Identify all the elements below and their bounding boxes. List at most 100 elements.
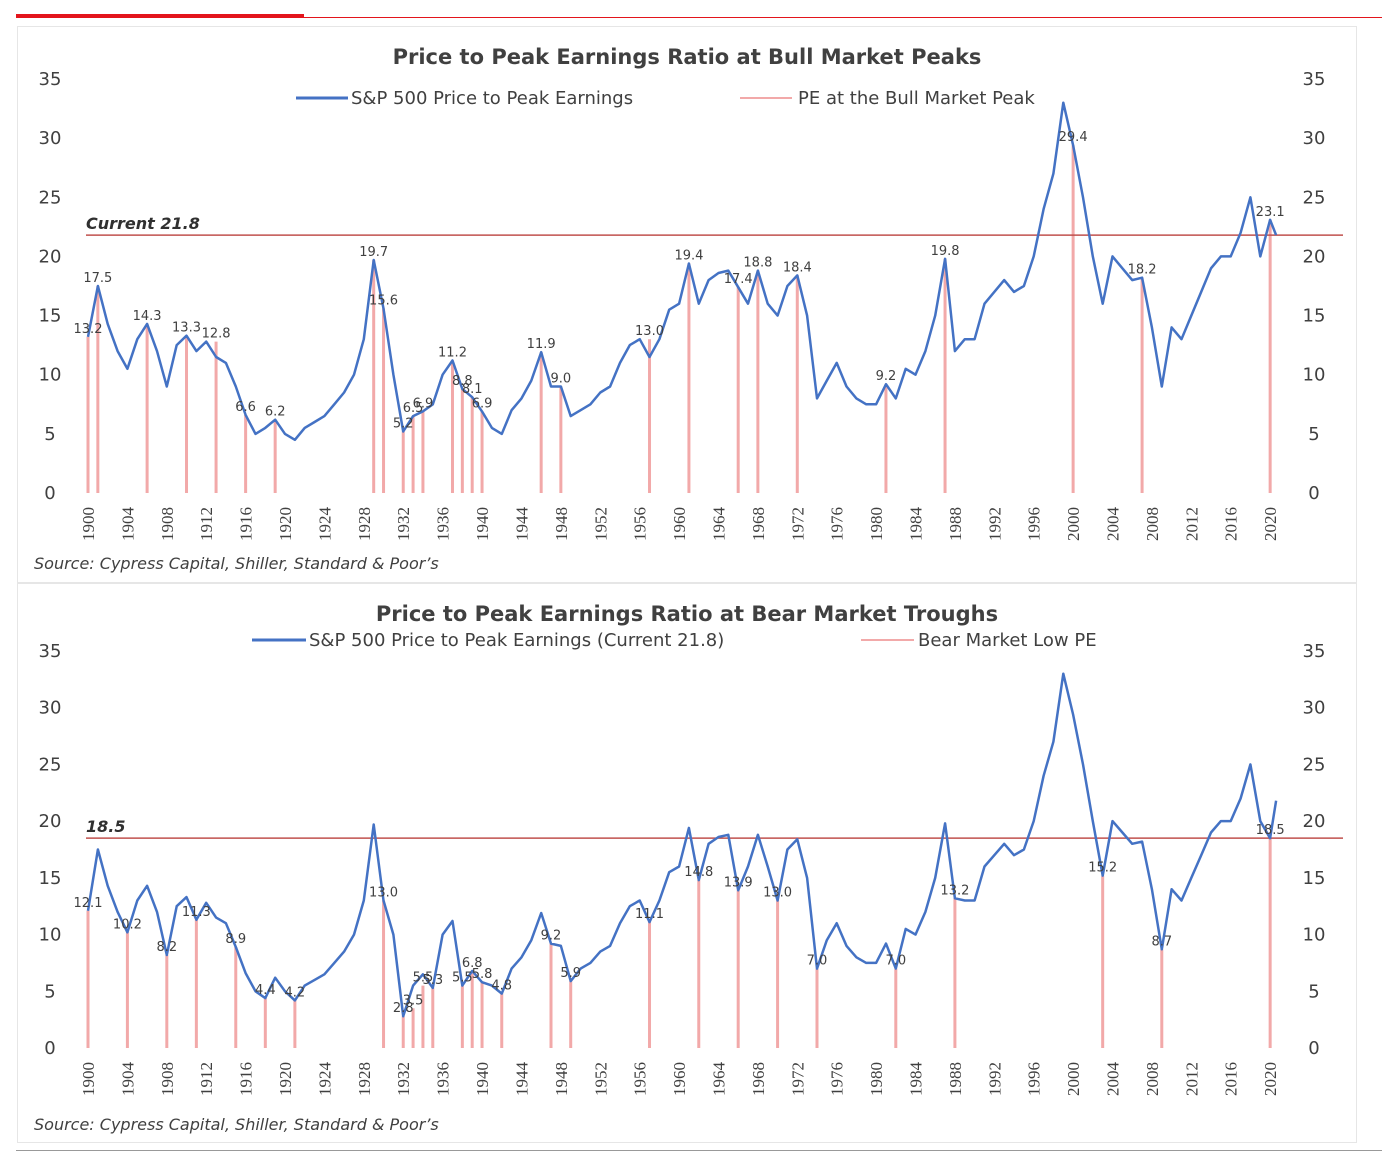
x-tick: 1972	[788, 1062, 807, 1096]
bar-data-label: 13.9	[724, 875, 753, 890]
bar-data-label: 3.5	[403, 993, 424, 1008]
y-tick-right: 15	[1303, 868, 1326, 889]
x-tick: 1936	[434, 507, 453, 541]
x-tick: 1916	[237, 507, 256, 541]
bar-data-label: 6.2	[265, 405, 286, 420]
x-tick: 2000	[1064, 507, 1083, 541]
x-tick: 1956	[631, 507, 650, 541]
chart-panel-bull-peaks: Price to Peak Earnings Ratio at Bull Mar…	[17, 26, 1357, 583]
y-tick-left: 35	[39, 69, 62, 90]
bar-data-label: 8.1	[462, 382, 483, 397]
x-tick: 2008	[1143, 1062, 1162, 1096]
y-tick-right: 15	[1303, 306, 1326, 327]
x-tick: 1932	[394, 1062, 413, 1096]
x-tick: 2016	[1222, 507, 1241, 541]
bar-data-label: 6.9	[472, 396, 493, 411]
x-tick: 1924	[315, 1062, 334, 1097]
y-tick-left: 5	[44, 424, 55, 445]
legend-bar-label: Bear Market Low PE	[918, 630, 1097, 651]
y-tick-left: 25	[39, 187, 62, 208]
x-tick: 1984	[907, 1062, 926, 1097]
x-tick: 2016	[1222, 1062, 1241, 1096]
bar-data-label: 6.9	[413, 396, 434, 411]
x-tick: 2012	[1182, 1062, 1201, 1096]
bar-data-label: 13.2	[74, 322, 103, 337]
x-tick: 1956	[631, 1062, 650, 1096]
bar-data-label: 29.4	[1059, 130, 1088, 145]
y-tick-left: 30	[39, 698, 62, 719]
bar-data-label: 14.3	[133, 309, 162, 324]
bar-data-label: 2.8	[393, 1001, 414, 1016]
y-tick-right: 35	[1303, 69, 1326, 90]
y-tick-left: 35	[39, 641, 62, 662]
x-tick: 1996	[1025, 1062, 1044, 1096]
y-tick-right: 30	[1303, 128, 1326, 149]
bar-data-label: 17.5	[83, 271, 112, 286]
footer-rule	[16, 1150, 1382, 1151]
x-tick: 1940	[473, 507, 492, 541]
x-tick: 1976	[828, 507, 847, 541]
bar-data-label: 18.5	[1256, 823, 1285, 838]
bar-data-label: 8.2	[156, 940, 177, 955]
x-tick: 1928	[355, 1062, 374, 1096]
bar-data-label: 18.4	[783, 260, 812, 275]
bar-data-label: 12.8	[202, 327, 231, 342]
y-tick-left: 0	[44, 1038, 55, 1059]
bar-data-label: 4.2	[285, 985, 306, 1000]
series-line	[86, 672, 1278, 1018]
bar-data-label: 5.3	[422, 973, 443, 988]
bar-data-label: 4.4	[255, 983, 276, 998]
y-tick-right: 35	[1303, 641, 1326, 662]
bar-data-label: 5.8	[472, 967, 493, 982]
x-tick: 1996	[1025, 507, 1044, 541]
y-tick-right: 20	[1303, 246, 1326, 267]
bar-data-label: 4.8	[491, 979, 512, 994]
bar-data-label: 11.1	[635, 907, 664, 922]
x-tick: 1904	[118, 1062, 137, 1097]
x-tick: 1936	[434, 1062, 453, 1096]
x-tick: 2020	[1261, 507, 1280, 541]
x-tick: 1960	[670, 507, 689, 541]
bar-data-label: 5.9	[560, 966, 581, 981]
y-tick-right: 0	[1308, 1038, 1319, 1059]
y-tick-left: 10	[39, 925, 62, 946]
bar-data-label: 23.1	[1256, 205, 1285, 220]
bar-data-label: 12.1	[74, 896, 103, 911]
y-tick-left: 30	[39, 128, 62, 149]
source-note: Source: Cypress Capital, Shiller, Standa…	[34, 1115, 439, 1134]
y-tick-left: 20	[39, 246, 62, 267]
x-tick: 1904	[118, 507, 137, 542]
series-line	[86, 101, 1278, 442]
y-tick-left: 0	[44, 483, 55, 504]
bear-troughs-chart: Price to Peak Earnings Ratio at Bear Mar…	[34, 602, 1343, 1134]
y-tick-right: 5	[1308, 981, 1319, 1002]
x-tick: 1980	[867, 507, 886, 541]
x-tick: 2004	[1104, 507, 1123, 542]
chart-title: Price to Peak Earnings Ratio at Bull Mar…	[393, 45, 982, 69]
x-tick: 1968	[749, 507, 768, 541]
bar-data-label: 6.8	[462, 956, 483, 971]
x-tick: 1952	[591, 507, 610, 541]
x-tick: 1908	[158, 1062, 177, 1096]
x-tick: 1960	[670, 1062, 689, 1096]
bar-data-label: 19.8	[931, 244, 960, 259]
x-tick: 1944	[512, 507, 531, 542]
bar-data-label: 9.2	[876, 369, 897, 384]
bar-data-label: 11.2	[438, 346, 467, 361]
x-tick: 1992	[985, 1062, 1004, 1096]
x-tick: 1948	[552, 1062, 571, 1096]
x-tick: 1972	[788, 507, 807, 541]
x-tick: 1940	[473, 1062, 492, 1096]
x-tick: 1988	[946, 1062, 965, 1096]
x-tick: 1932	[394, 507, 413, 541]
bar-data-label: 5.5	[452, 971, 473, 986]
chart-title: Price to Peak Earnings Ratio at Bear Mar…	[376, 602, 998, 626]
bar-data-label: 8.8	[452, 374, 473, 389]
x-tick: 1908	[158, 507, 177, 541]
bar-data-label: 7.0	[885, 954, 906, 969]
bar-data-label: 17.4	[724, 272, 753, 287]
bar-data-label: 5.5	[413, 971, 434, 986]
bar-data-label: 19.4	[674, 249, 703, 264]
y-tick-right: 25	[1303, 187, 1326, 208]
x-tick: 1920	[276, 1062, 295, 1096]
